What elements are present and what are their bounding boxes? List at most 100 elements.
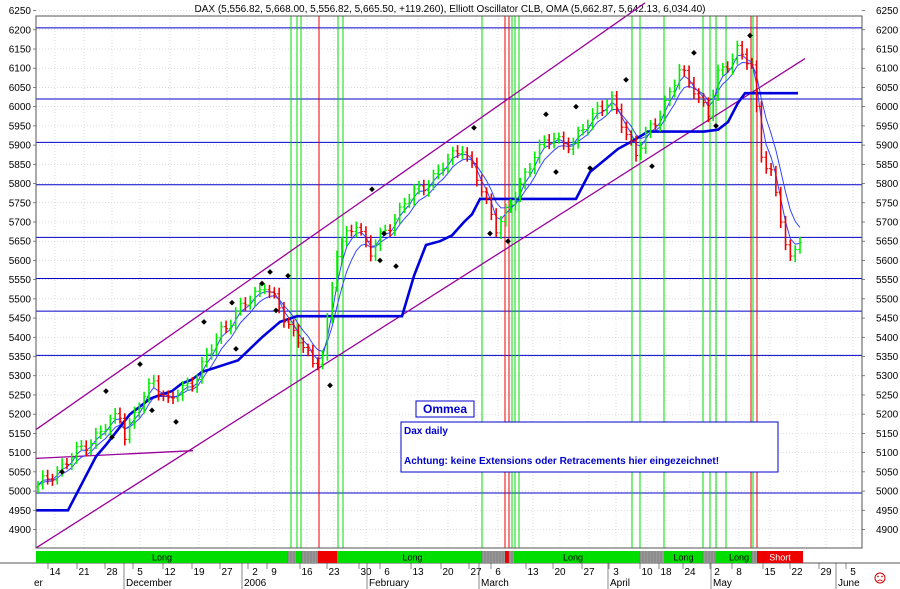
- y-tick-label: 6050: [876, 83, 899, 94]
- price-bar: [498, 215, 503, 240]
- x-tick-label: 20: [554, 567, 566, 578]
- channel-upper: [35, 2, 646, 431]
- sad-face-icon: [874, 572, 886, 584]
- price-bar: [113, 407, 118, 424]
- signal-band-segment: [301, 551, 318, 563]
- x-tick-label: 2: [714, 567, 720, 578]
- price-bar: [151, 374, 156, 388]
- y-tick-label: 5150: [876, 429, 899, 440]
- x-tick-label: 18: [660, 567, 672, 578]
- price-bar: [730, 53, 735, 75]
- annotation-line2: Achtung: keine Extensions oder Retraceme…: [404, 456, 719, 467]
- x-tick-label: 28: [106, 567, 118, 578]
- price-bar: [127, 418, 132, 444]
- swing-marker: [59, 468, 65, 475]
- price-bar: [402, 197, 407, 214]
- price-bar: [175, 389, 180, 403]
- price-bar: [79, 440, 84, 451]
- price-bar: [638, 142, 643, 161]
- price-bar: [759, 101, 764, 163]
- plot-frame: [0, 15, 900, 564]
- signal-band-segment: [296, 551, 302, 563]
- swing-marker: [369, 186, 375, 193]
- price-bar: [619, 103, 624, 134]
- price-bar: [199, 357, 204, 384]
- price-bar: [445, 153, 450, 174]
- x-tick-label: 9: [271, 567, 277, 578]
- price-bar: [132, 406, 137, 429]
- signal-band-segment: [337, 551, 343, 563]
- x-month-label: 2006: [244, 578, 267, 589]
- price-bar: [407, 193, 412, 209]
- price-bar: [344, 225, 349, 247]
- price-bar: [281, 301, 286, 328]
- y-tick-label: 5900: [9, 141, 32, 152]
- y-tick-label: 5550: [9, 275, 32, 286]
- price-bar: [363, 226, 368, 248]
- chart-header: DAX (5,556.82, 5,668.00, 5,556.82, 5,665…: [195, 4, 706, 15]
- x-tick-label: 27: [470, 567, 482, 578]
- x-tick-label: 8: [736, 567, 742, 578]
- y-tick-label: 5200: [9, 410, 32, 421]
- x-tick-label: 6: [495, 567, 501, 578]
- x-month-label: April: [610, 578, 630, 589]
- price-bar: [248, 295, 253, 310]
- price-bar: [233, 307, 238, 331]
- price-bar: [682, 65, 687, 77]
- x-month-label: May: [713, 578, 732, 589]
- swing-marker: [229, 299, 235, 306]
- y-tick-label: 5100: [876, 448, 899, 459]
- y-tick-label: 6000: [876, 102, 899, 113]
- price-bar: [503, 203, 508, 227]
- price-bar: [788, 239, 793, 261]
- swing-marker: [137, 361, 143, 368]
- price-bar: [40, 470, 45, 490]
- price-bar: [460, 145, 465, 160]
- x-tick-label: 15: [764, 567, 776, 578]
- price-bar: [556, 132, 561, 144]
- swing-marker: [201, 319, 207, 325]
- price-bar: [508, 199, 513, 213]
- price-bar: [431, 169, 436, 191]
- price-bar: [643, 126, 648, 154]
- signal-label: Long: [402, 553, 422, 563]
- x-tick-label: 3: [613, 567, 619, 578]
- y-tick-label: 6250: [876, 6, 899, 17]
- annotation-title: Ommea: [423, 402, 467, 416]
- price-bar: [474, 157, 479, 187]
- x-tick-label: 27: [221, 567, 233, 578]
- price-bar: [672, 79, 677, 98]
- y-tick-label: 6050: [9, 83, 32, 94]
- price-bar: [156, 375, 161, 401]
- y-tick-label: 4950: [876, 506, 899, 517]
- swing-marker: [103, 388, 109, 394]
- price-bar: [494, 208, 499, 238]
- swing-marker: [377, 257, 383, 264]
- swing-marker: [553, 169, 559, 175]
- price-bar: [103, 423, 108, 436]
- y-tick-label: 4900: [876, 525, 899, 536]
- y-tick-label: 5350: [876, 352, 899, 363]
- signal-band-segment: Long: [36, 551, 288, 563]
- price-bar: [349, 224, 354, 237]
- y-tick-label: 5400: [9, 333, 32, 344]
- price-bar: [50, 473, 55, 486]
- y-tick-label: 5850: [876, 160, 899, 171]
- price-bar: [339, 236, 344, 263]
- price-bar: [185, 377, 190, 391]
- price-bar: [595, 101, 600, 120]
- y-tick-label: 5700: [9, 217, 32, 228]
- fast-ma-line: [37, 54, 801, 486]
- price-bar: [180, 381, 185, 401]
- price-bar: [711, 89, 716, 122]
- x-month-label: er: [34, 578, 44, 589]
- price-bar: [412, 184, 417, 206]
- price-bar: [359, 223, 364, 236]
- signal-band-segment: Long: [664, 551, 703, 563]
- y-tick-label: 6000: [9, 102, 32, 113]
- price-bar: [744, 48, 749, 70]
- y-tick-label: 5300: [9, 371, 32, 382]
- annotation-box: [400, 421, 779, 473]
- price-bar: [436, 164, 441, 180]
